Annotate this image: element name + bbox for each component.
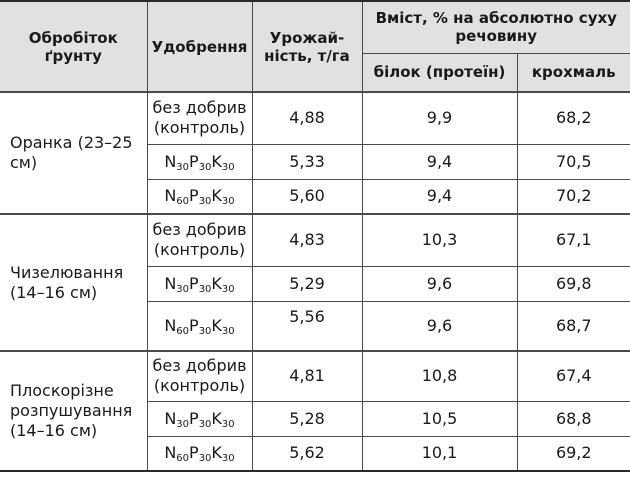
yield-cell: 5,33	[251, 143, 362, 179]
protein-cell: 9,4	[361, 178, 517, 214]
yield-cell: 5,62	[251, 435, 362, 472]
protein-cell: 10,3	[361, 213, 517, 266]
yield-cell: 4,83	[251, 213, 362, 266]
starch-cell: 70,2	[516, 178, 630, 214]
header-tillage: Обробіток ґрунту	[0, 0, 147, 92]
fert-none: без добрив (контроль)	[146, 350, 252, 401]
yield-content-table: Обробіток ґрунту Удобрення Урожай-ність,…	[0, 0, 630, 472]
starch-cell: 67,1	[516, 213, 630, 266]
starch-cell: 68,7	[516, 300, 630, 351]
protein-cell: 10,1	[361, 435, 517, 472]
tillage-chiseling: Чизелювання (14–16 см)	[0, 213, 147, 351]
starch-cell: 70,5	[516, 143, 630, 179]
fert-n60p30k30: N60P30K30	[146, 300, 252, 351]
fert-n60p30k30: N60P30K30	[146, 435, 252, 472]
fert-n30p30k30: N30P30K30	[146, 143, 252, 179]
yield-cell: 5,29	[251, 265, 362, 301]
protein-cell: 9,6	[361, 265, 517, 301]
header-starch: крохмаль	[516, 52, 630, 92]
starch-cell: 69,2	[516, 435, 630, 472]
protein-cell: 9,4	[361, 143, 517, 179]
yield-cell: 5,28	[251, 400, 362, 436]
header-protein: білок (протеїн)	[361, 52, 517, 92]
protein-cell: 10,5	[361, 400, 517, 436]
starch-cell: 68,8	[516, 400, 630, 436]
header-yield: Урожай-ність, т/га	[251, 0, 362, 92]
fert-none: без добрив (контроль)	[146, 213, 252, 266]
header-fertilization: Удобрення	[146, 0, 252, 92]
header-content-group: Вміст, % на абсолютно суху речовину	[361, 0, 630, 53]
tillage-subsurface: Плоскорізне розпушування (14–16 см)	[0, 350, 147, 472]
starch-cell: 67,4	[516, 350, 630, 401]
yield-cell: 5,60	[251, 178, 362, 214]
yield-cell: 5,56	[251, 300, 362, 351]
fert-n30p30k30: N30P30K30	[146, 400, 252, 436]
fert-n60p30k30: N60P30K30	[146, 178, 252, 214]
fert-n30p30k30: N30P30K30	[146, 265, 252, 301]
tillage-ploughing: Оранка (23–25 см)	[0, 91, 147, 214]
yield-cell: 4,88	[251, 91, 362, 144]
yield-cell: 4,81	[251, 350, 362, 401]
starch-cell: 68,2	[516, 91, 630, 144]
starch-cell: 69,8	[516, 265, 630, 301]
fert-none: без добрив (контроль)	[146, 91, 252, 144]
protein-cell: 9,6	[361, 300, 517, 351]
protein-cell: 10,8	[361, 350, 517, 401]
protein-cell: 9,9	[361, 91, 517, 144]
